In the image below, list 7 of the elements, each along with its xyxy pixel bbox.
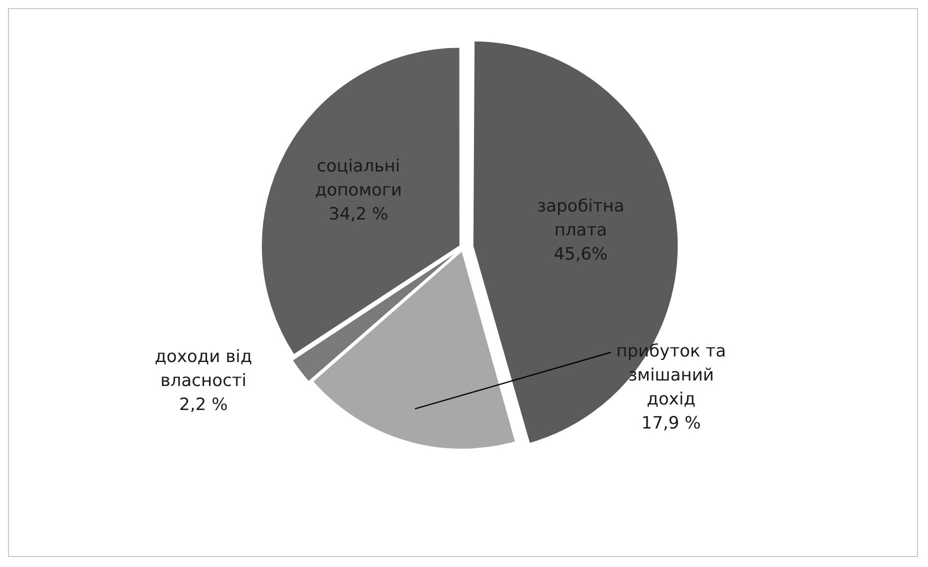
data-label: 45,6% xyxy=(554,244,608,265)
slice-label: заробітна плата xyxy=(537,196,624,241)
slice-label: доходи від власності xyxy=(154,346,252,391)
data-label: 2,2 % xyxy=(179,394,228,415)
slice-label: соціальні допомоги xyxy=(315,156,402,200)
data-label: 17,9 % xyxy=(641,414,701,434)
data-label: 34,2 % xyxy=(328,204,388,224)
